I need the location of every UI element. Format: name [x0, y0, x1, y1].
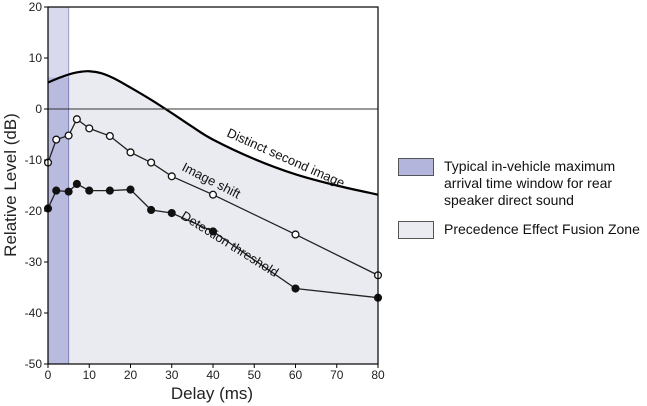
data-point-image-shift — [147, 158, 156, 167]
fusion-zone-area — [48, 71, 378, 364]
x-tick-label: 30 — [165, 368, 179, 382]
y-tick-label: -50 — [25, 357, 43, 371]
data-point-detection-threshold — [147, 205, 156, 215]
y-tick-label: 0 — [35, 102, 42, 116]
y-tick-label: -20 — [25, 204, 43, 218]
legend-item-arrival-window: Typical in-vehicle maximum arrival time … — [398, 158, 644, 209]
data-point-image-shift — [85, 124, 94, 133]
data-point-detection-threshold — [85, 186, 94, 195]
y-tick-label: 20 — [29, 0, 43, 14]
data-point-image-shift — [126, 148, 135, 157]
y-axis-label: Relative Level (dB) — [1, 113, 20, 257]
x-tick-label: 10 — [83, 368, 97, 382]
data-point-detection-threshold — [72, 179, 81, 189]
data-point-detection-threshold — [52, 186, 61, 195]
series-layer — [43, 70, 383, 302]
x-tick-label: 80 — [371, 368, 385, 382]
data-point-detection-threshold — [291, 284, 300, 293]
x-tick-label: 50 — [248, 368, 262, 382]
data-point-image-shift — [105, 131, 114, 141]
x-tick-label: 40 — [206, 368, 220, 382]
data-point-detection-threshold — [105, 186, 114, 195]
data-point-image-shift — [64, 131, 73, 140]
y-tick-label: -30 — [25, 255, 43, 269]
x-tick-label: 60 — [289, 368, 303, 382]
data-point-image-shift — [291, 230, 300, 239]
legend-swatch-fusion-zone — [398, 221, 434, 239]
y-tick-label: -40 — [25, 306, 43, 320]
series-line-distinct-second-image — [47, 70, 379, 196]
y-tick-label: 10 — [29, 51, 43, 65]
legend-item-fusion-zone: Precedence Effect Fusion Zone — [398, 221, 644, 239]
legend-label-fusion-zone: Precedence Effect Fusion Zone — [444, 221, 640, 237]
legend-label-arrival-window: Typical in-vehicle maximum arrival time … — [444, 158, 616, 208]
data-point-detection-threshold — [167, 208, 176, 218]
data-point-detection-threshold — [64, 187, 73, 196]
x-axis-label: Delay (ms) — [171, 384, 253, 403]
y-tick-label: -10 — [25, 153, 43, 167]
x-tick-label: 20 — [124, 368, 138, 382]
legend-swatch-arrival-window — [398, 158, 434, 176]
x-tick-label: 70 — [330, 368, 344, 382]
arrival-window-band — [48, 7, 69, 364]
data-point-image-shift — [52, 135, 61, 144]
arrival-window-upper-tint — [48, 7, 69, 78]
data-point-image-shift — [208, 190, 218, 199]
data-point-image-shift — [72, 115, 81, 124]
data-point-image-shift — [167, 172, 176, 181]
x-tick-label: 0 — [45, 368, 52, 382]
data-point-detection-threshold — [208, 227, 218, 236]
axes-layer: 0 10 20 30 40 50 60 70 80 20 10 0 -10 -20 -30 -40 -50 — [25, 0, 385, 382]
data-point-detection-threshold — [126, 185, 135, 194]
